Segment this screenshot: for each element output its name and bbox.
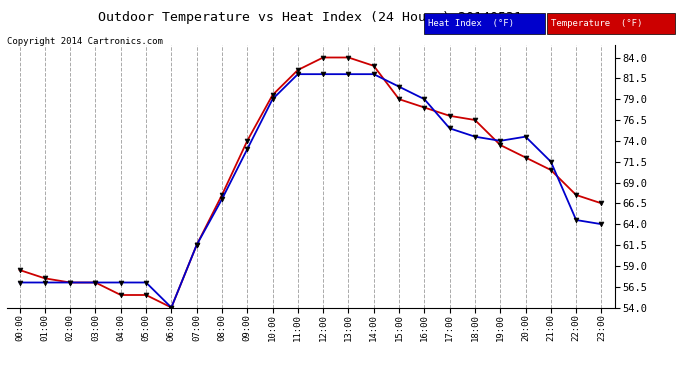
Text: Outdoor Temperature vs Heat Index (24 Hours) 20140531: Outdoor Temperature vs Heat Index (24 Ho… [99, 11, 522, 24]
Text: Temperature  (°F): Temperature (°F) [551, 19, 642, 28]
Text: Copyright 2014 Cartronics.com: Copyright 2014 Cartronics.com [7, 38, 163, 46]
Text: Heat Index  (°F): Heat Index (°F) [428, 19, 514, 28]
